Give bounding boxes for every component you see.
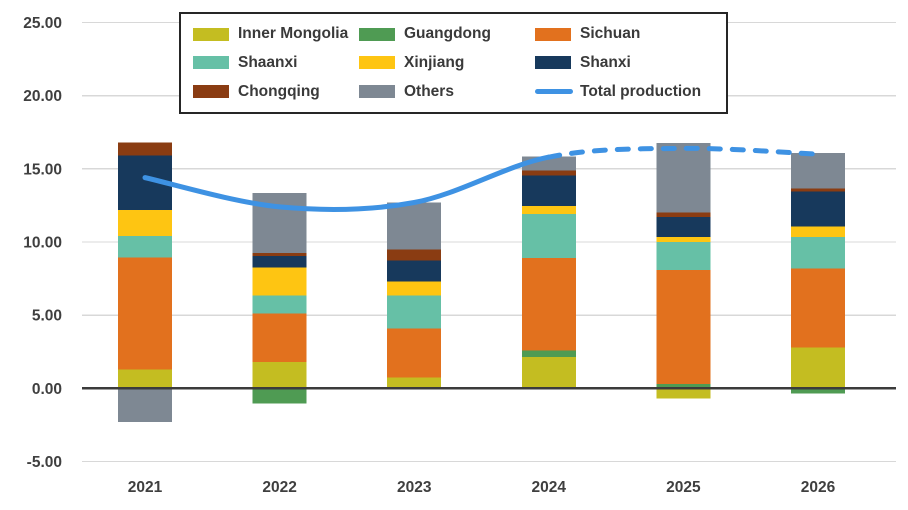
legend-label-others: Others xyxy=(404,82,454,100)
x-tick-label-2023: 2023 xyxy=(397,479,432,496)
total-production-line-dashed xyxy=(546,145,821,160)
legend-label-guangdong: Guangdong xyxy=(404,25,491,43)
bar-segment-chongqing-2023 xyxy=(387,249,442,261)
bar-segment-chongqing-2024 xyxy=(521,170,576,176)
legend-item-sichuan: Sichuan xyxy=(535,25,718,43)
legend-color-swatch-icon xyxy=(193,56,229,70)
bar-segment-xinjiang-2021 xyxy=(118,209,172,237)
x-tick-label-2021: 2021 xyxy=(128,479,163,496)
legend-color-swatch-icon xyxy=(193,27,229,41)
bar-segment-shaanxi-2023 xyxy=(387,295,442,329)
legend-color-swatch-icon xyxy=(359,27,395,41)
y-tick-label-10: 10.00 xyxy=(23,235,62,252)
legend-label-total-production: Total production xyxy=(580,82,702,100)
legend-item-shanxi: Shanxi xyxy=(535,54,718,72)
bar-segment-shaanxi-2025 xyxy=(656,242,711,270)
bar-segment-shanxi-2022 xyxy=(252,255,307,268)
y-tick-label-20: 20.00 xyxy=(23,88,62,105)
legend-item-shaanxi: Shaanxi xyxy=(193,54,359,72)
bar-segment-inner-mongolia-2021 xyxy=(118,369,172,389)
y-axis-ticks: 25.00 20.00 15.00 10.00 5.00 0.00 -5.00 xyxy=(23,15,62,471)
bar-segment-sichuan-2021 xyxy=(118,257,172,370)
legend-label-shaanxi: Shaanxi xyxy=(238,53,298,71)
bar-segment-chongqing-2022 xyxy=(252,252,307,256)
bar-segment-inner-mongolia-2025 xyxy=(656,388,711,399)
bar-segment-others-2026 xyxy=(791,152,845,189)
legend-line-swatch-icon xyxy=(535,89,573,95)
bar-segment-others-2021 xyxy=(118,388,172,422)
y-tick-label-5: 5.00 xyxy=(32,308,62,325)
y-tick-label-15: 15.00 xyxy=(23,161,62,178)
legend-color-swatch-icon xyxy=(359,85,395,99)
bar-segment-guangdong-2022 xyxy=(252,388,307,404)
y-tick-label-25: 25.00 xyxy=(23,15,62,32)
bar-segment-shanxi-2025 xyxy=(656,217,711,237)
legend-label-shanxi: Shanxi xyxy=(580,53,631,71)
bar-segment-others-2023 xyxy=(387,202,442,250)
bar-segment-guangdong-2024 xyxy=(521,350,576,357)
legend-color-swatch-icon xyxy=(535,27,571,41)
legend-label-xinjiang: Xinjiang xyxy=(404,53,465,71)
bar-segment-inner-mongolia-2024 xyxy=(521,356,576,389)
x-axis-ticks: 2021 2022 2023 2024 2025 2026 xyxy=(128,479,836,496)
chart-legend: Inner Mongolia Guangdong Sichuan Shaanxi Xin… xyxy=(179,12,728,114)
bar-segment-shaanxi-2024 xyxy=(521,214,576,259)
stacked-bars xyxy=(118,142,845,422)
bar-segment-xinjiang-2026 xyxy=(791,226,845,237)
x-tick-label-2024: 2024 xyxy=(532,479,567,496)
legend-item-guangdong: Guangdong xyxy=(359,25,535,43)
bar-segment-guangdong-2026 xyxy=(791,388,845,394)
legend-label-inner-mongolia: Inner Mongolia xyxy=(238,25,349,43)
bar-segment-sichuan-2024 xyxy=(521,258,576,351)
bar-segment-shanxi-2023 xyxy=(387,260,442,282)
legend-label-chongqing: Chongqing xyxy=(238,82,320,100)
bar-segment-sichuan-2025 xyxy=(656,269,711,384)
legend-item-chongqing: Chongqing xyxy=(193,83,359,101)
legend-color-swatch-icon xyxy=(359,56,395,70)
bar-segment-chongqing-2025 xyxy=(656,212,711,218)
y-tick-label--5: -5.00 xyxy=(27,454,62,471)
bar-segment-chongqing-2021 xyxy=(118,142,172,156)
bar-segment-inner-mongolia-2026 xyxy=(791,347,845,389)
bar-segment-sichuan-2026 xyxy=(791,268,845,348)
bar-segment-shaanxi-2022 xyxy=(252,295,307,314)
legend-item-total-production: Total production xyxy=(535,83,718,101)
legend-color-swatch-icon xyxy=(535,56,571,70)
bar-segment-shanxi-2024 xyxy=(521,175,576,207)
x-tick-label-2022: 2022 xyxy=(262,479,296,496)
bar-segment-xinjiang-2022 xyxy=(252,267,307,296)
bar-segment-shaanxi-2021 xyxy=(118,236,172,258)
bar-segment-inner-mongolia-2023 xyxy=(387,377,442,389)
legend-color-swatch-icon xyxy=(193,85,229,99)
x-tick-label-2025: 2025 xyxy=(666,479,701,496)
bar-segment-shaanxi-2026 xyxy=(791,236,845,269)
bar-segment-sichuan-2022 xyxy=(252,313,307,362)
legend-label-sichuan: Sichuan xyxy=(580,25,641,43)
legend-item-inner-mongolia: Inner Mongolia xyxy=(193,25,359,43)
legend-item-xinjiang: Xinjiang xyxy=(359,54,535,72)
bar-segment-shanxi-2026 xyxy=(791,191,845,227)
bar-segment-xinjiang-2023 xyxy=(387,281,442,296)
total-production-line-solid xyxy=(142,154,552,213)
bar-segment-xinjiang-2025 xyxy=(656,236,711,242)
y-tick-label-0: 0.00 xyxy=(32,381,62,398)
bar-segment-chongqing-2026 xyxy=(791,188,845,192)
bar-segment-inner-mongolia-2022 xyxy=(252,361,307,389)
bar-segment-xinjiang-2024 xyxy=(521,206,576,215)
legend-item-others: Others xyxy=(359,83,535,101)
x-tick-label-2026: 2026 xyxy=(801,479,836,496)
bar-segment-sichuan-2023 xyxy=(387,328,442,378)
bar-segment-others-2025 xyxy=(656,143,711,213)
bar-segment-guangdong-2025 xyxy=(656,383,711,389)
